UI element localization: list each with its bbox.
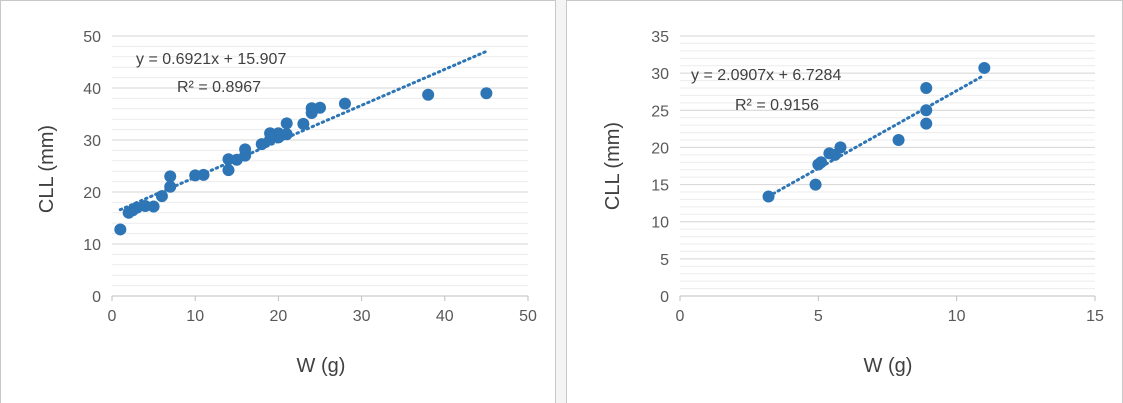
left-x-tick-label: 40 — [436, 308, 454, 325]
right-y-tick-label: 25 — [651, 103, 669, 120]
left-data-point — [280, 117, 293, 130]
right-x-tick-label: 10 — [948, 308, 966, 325]
right-data-point — [834, 141, 847, 154]
right-y-tick-label: 5 — [660, 252, 669, 269]
left-chart-panel: 0 10 20 30 40 50 0 10 20 30 40 50 W (g) CLL (mm) y … — [0, 0, 556, 403]
right-x-tick-label: 0 — [676, 308, 685, 325]
left-data-point — [239, 143, 252, 156]
right-scatter-chart: 0 5 10 15 0 5 10 15 20 25 30 35 W (g) CLL (mm) y = … — [602, 29, 1104, 377]
left-data-point — [114, 223, 127, 236]
right-r-squared: R² = 0.9156 — [735, 97, 819, 114]
right-x-tick-label: 5 — [814, 308, 823, 325]
left-x-tick-label: 0 — [108, 308, 117, 325]
left-grid — [112, 35, 528, 297]
left-r-squared: R² = 0.8967 — [177, 79, 261, 96]
left-data-point — [338, 97, 351, 110]
left-y-tick-label: 10 — [83, 237, 101, 254]
left-data-point — [222, 164, 235, 177]
left-x-tick-label: 50 — [519, 308, 537, 325]
left-data-point — [164, 180, 177, 193]
right-y-tick-label: 10 — [651, 215, 669, 232]
right-trendline-equation: y = 2.0907x + 6.7284 — [691, 67, 841, 84]
left-data-point — [314, 101, 326, 114]
right-data-point — [892, 134, 905, 146]
right-x-axis-title: W (g) — [864, 355, 913, 377]
left-y-tick-label: 50 — [83, 29, 101, 46]
left-data-point — [422, 88, 435, 101]
right-data-point — [978, 61, 991, 74]
right-y-tick-label: 15 — [651, 178, 669, 195]
left-y-tick-label: 40 — [83, 81, 101, 98]
left-x-tick-label: 10 — [186, 308, 204, 325]
left-data-point — [197, 168, 210, 181]
left-data-point — [164, 170, 177, 183]
left-trendline-equation: y = 0.6921x + 15.907 — [136, 51, 286, 68]
right-axes: 0 5 10 15 0 5 10 15 20 25 30 35 — [651, 29, 1104, 325]
left-axes: 0 10 20 30 40 50 0 10 20 30 40 50 — [83, 29, 537, 325]
left-x-tick-label: 30 — [353, 308, 371, 325]
right-points — [762, 61, 991, 203]
left-y-axis-title: CLL (mm) — [36, 125, 58, 213]
right-y-axis-title: CLL (mm) — [602, 122, 624, 210]
left-data-point — [480, 87, 493, 100]
right-y-tick-label: 30 — [651, 66, 669, 83]
right-y-tick-label: 35 — [651, 29, 669, 46]
left-scatter-chart: 0 10 20 30 40 50 0 10 20 30 40 50 W (g) CLL (mm) y … — [36, 29, 537, 377]
right-x-tick-label: 15 — [1086, 308, 1104, 325]
left-y-tick-label: 20 — [83, 185, 101, 202]
left-y-tick-label: 30 — [83, 133, 101, 150]
left-trendline — [118, 49, 488, 212]
left-data-point — [297, 117, 310, 130]
right-data-point — [762, 190, 775, 203]
right-chart-panel: 0 5 10 15 0 5 10 15 20 25 30 35 W (g) CLL (mm) y = … — [566, 0, 1123, 403]
right-y-tick-label: 20 — [651, 140, 669, 157]
left-y-tick-label: 0 — [92, 289, 101, 306]
left-data-point — [147, 200, 160, 213]
right-trendline-group — [767, 73, 986, 198]
left-trendline-group — [118, 49, 488, 212]
left-points — [114, 87, 493, 236]
left-data-point — [155, 190, 168, 203]
right-data-point — [920, 117, 933, 130]
right-y-tick-label: 0 — [660, 289, 669, 306]
right-data-point — [920, 82, 933, 94]
right-data-point — [920, 104, 933, 117]
left-data-point — [280, 128, 293, 141]
left-x-axis-title: W (g) — [297, 355, 346, 377]
right-data-point — [809, 178, 822, 191]
left-x-tick-label: 20 — [270, 308, 288, 325]
right-data-point — [815, 156, 828, 169]
panel-divider — [556, 0, 566, 403]
right-trendline — [767, 73, 986, 198]
